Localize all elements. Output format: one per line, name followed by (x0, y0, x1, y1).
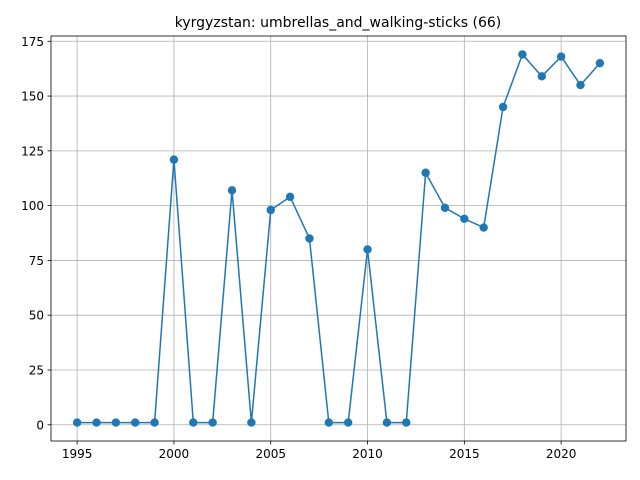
data-point (131, 418, 140, 427)
data-point (460, 214, 469, 223)
data-point (150, 418, 159, 427)
data-point (498, 102, 508, 112)
data-point (537, 72, 546, 81)
data-point (189, 418, 198, 427)
data-point (576, 80, 585, 90)
data-point (556, 52, 566, 61)
data-point (479, 223, 488, 232)
y-tick-label: 150 (21, 90, 44, 104)
y-tick-label: 25 (29, 363, 44, 377)
data-point (382, 418, 392, 427)
data-point (421, 168, 430, 177)
x-tick-label: 2010 (352, 447, 383, 461)
data-point (305, 234, 314, 243)
data-point (247, 418, 256, 427)
x-tick-label: 2000 (159, 447, 190, 461)
y-tick-label: 50 (29, 309, 44, 323)
data-point (343, 418, 353, 427)
data-point (72, 418, 82, 427)
series-line (77, 53, 601, 424)
chart-title: kyrgyzstan: umbrellas_and_walking-sticks… (175, 15, 501, 31)
x-tick-label: 2015 (449, 447, 480, 461)
data-point (363, 245, 372, 254)
data-point (285, 192, 295, 202)
plot-frame (50, 35, 627, 442)
data-point (402, 418, 411, 427)
y-tick-label: 175 (21, 35, 44, 49)
y-tick-label: 100 (21, 199, 44, 213)
x-tick-label: 1995 (62, 447, 93, 461)
data-point (324, 418, 334, 427)
x-tick-label: 2020 (546, 447, 577, 461)
data-point (266, 205, 275, 215)
data-point (111, 418, 121, 427)
y-tick-label: 0 (36, 418, 44, 432)
y-tick-label: 75 (29, 254, 44, 268)
data-point (227, 186, 237, 195)
x-axis: 1995 2000 2005 2010 2015 2020 (62, 441, 577, 461)
y-axis: 0 25 50 75 100 125 150 175 (21, 35, 51, 432)
data-point (169, 155, 179, 164)
data-point (208, 418, 217, 427)
data-point (440, 203, 450, 213)
data-point (92, 418, 101, 427)
series-layer (72, 50, 605, 427)
data-point (595, 58, 605, 68)
data-point (518, 50, 527, 59)
grid-lines (51, 36, 626, 441)
y-tick-label: 125 (21, 144, 44, 158)
x-tick-label: 2005 (255, 447, 286, 461)
